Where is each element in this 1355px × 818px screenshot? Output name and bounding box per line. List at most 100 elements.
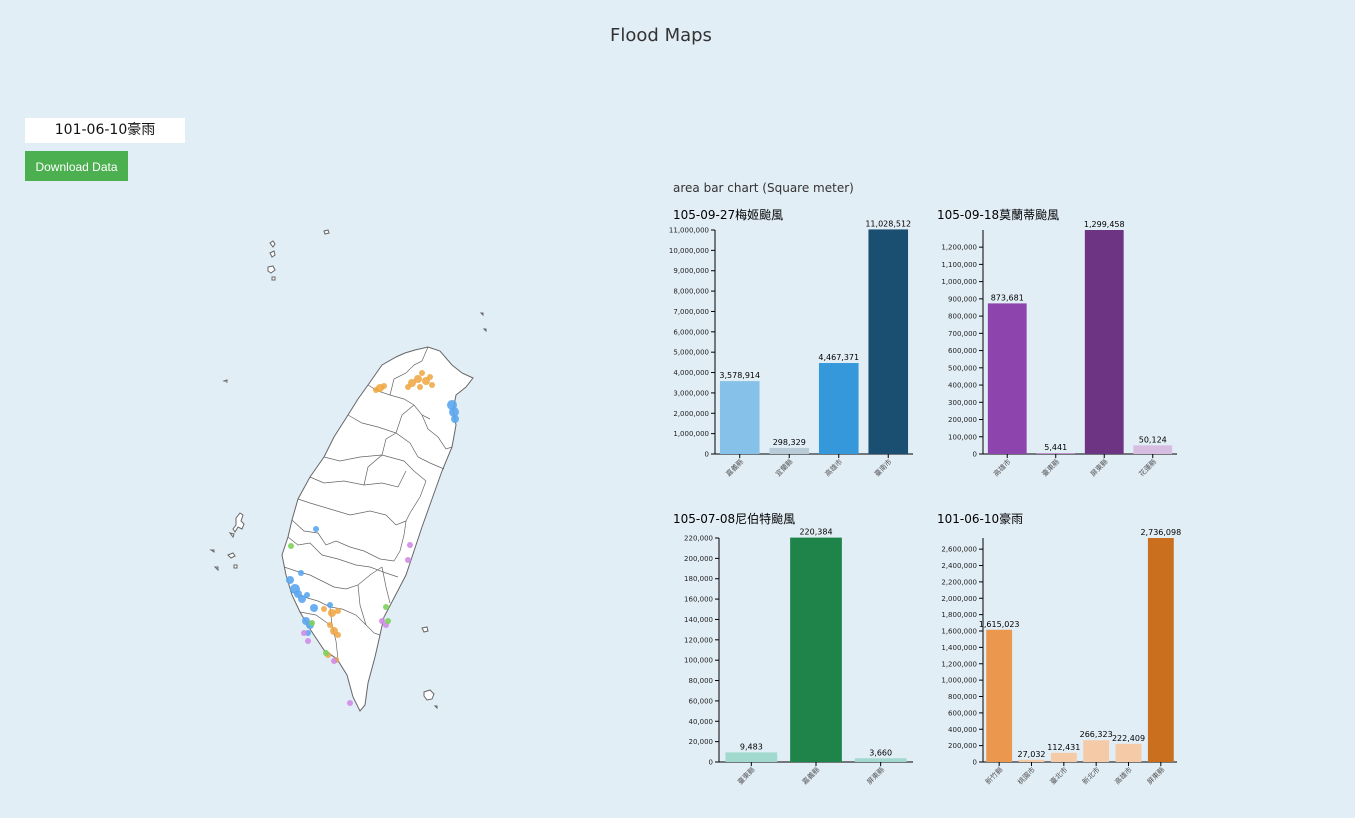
y-tick-label: 180,000 <box>684 575 713 583</box>
y-tick-label: 2,000,000 <box>941 595 977 603</box>
border <box>381 432 397 456</box>
flood-point <box>305 638 311 644</box>
bar-value-label: 873,681 <box>991 293 1024 302</box>
flood-point <box>414 375 422 383</box>
flood-point <box>419 370 425 376</box>
flood-point <box>405 384 411 390</box>
y-tick-label: 2,600,000 <box>941 546 977 554</box>
y-tick-label: 1,000,000 <box>941 278 977 286</box>
y-tick-label: 10,000,000 <box>669 247 709 255</box>
flood-point <box>323 650 329 656</box>
island-matsu <box>271 276 276 281</box>
flood-point <box>309 620 315 626</box>
y-tick-label: 6,000,000 <box>673 328 709 336</box>
border <box>347 414 445 470</box>
y-tick-label: 600,000 <box>948 709 977 717</box>
flood-point <box>383 604 389 610</box>
bar <box>790 537 842 762</box>
y-tick-label: 3,000,000 <box>673 389 709 397</box>
chart-svg: 0 100,000 200,000 300,000 400,000 500,000 600,… <box>941 220 1177 478</box>
x-tick-label: 桃園市 <box>1016 765 1037 786</box>
y-tick-label: 300,000 <box>948 399 977 407</box>
y-tick-label: 1,100,000 <box>941 261 977 269</box>
flood-points <box>286 370 459 706</box>
border <box>287 536 399 578</box>
y-tick-label: 1,000,000 <box>941 677 977 685</box>
y-tick-label: 100,000 <box>684 657 713 665</box>
bar-chart-meiji: 105-09-27梅姬颱風 0 1,000,000 2,000,000 3,000,0… <box>669 206 933 496</box>
y-tick-label: 140,000 <box>684 616 713 624</box>
bar-value-label: 27,032 <box>1018 750 1046 759</box>
border <box>395 404 415 434</box>
bar-value-label: 11,028,512 <box>865 219 911 228</box>
taiwan-mainland <box>281 346 474 712</box>
bar <box>1018 759 1045 762</box>
y-tick-label: 0 <box>705 451 709 459</box>
flood-point <box>310 604 318 612</box>
border <box>389 346 429 396</box>
border <box>363 454 383 486</box>
y-tick-label: 600,000 <box>948 347 977 355</box>
y-tick-label: 1,000,000 <box>673 430 709 438</box>
y-tick-label: 60,000 <box>689 697 714 705</box>
flood-point <box>298 595 306 603</box>
island-matsu <box>267 265 276 274</box>
bar-value-label: 3,578,914 <box>719 371 760 380</box>
x-tick-label: 高雄市 <box>823 457 844 478</box>
island-penghu <box>232 512 245 533</box>
y-tick-label: 2,400,000 <box>941 562 977 570</box>
island-orchid-island <box>423 689 435 701</box>
y-tick-label: 200,000 <box>948 742 977 750</box>
y-tick-label: 500,000 <box>948 364 977 372</box>
x-tick-label: 高雄市 <box>1113 765 1134 786</box>
border <box>405 480 427 522</box>
y-tick-label: 200,000 <box>684 555 713 563</box>
y-tick-label: 0 <box>709 759 713 767</box>
bar-value-label: 4,467,371 <box>818 353 859 362</box>
y-tick-label: 1,200,000 <box>941 244 977 252</box>
y-tick-label: 2,200,000 <box>941 578 977 586</box>
flood-point <box>379 618 385 624</box>
flood-point <box>373 387 379 393</box>
border <box>357 584 367 626</box>
bar-value-label: 298,329 <box>773 438 806 447</box>
bar-value-label: 5,441 <box>1044 443 1067 452</box>
bar-chart-nepartak: 105-07-08尼伯特颱風 0 20,000 40,000 60,000 80,000… <box>673 510 933 800</box>
y-tick-label: 1,800,000 <box>941 611 977 619</box>
flood-point <box>328 609 336 617</box>
border <box>381 566 391 604</box>
bar <box>1147 538 1174 762</box>
y-tick-label: 2,000,000 <box>673 410 709 418</box>
island-penghu <box>213 566 219 572</box>
x-tick-label: 臺北市 <box>1048 765 1069 786</box>
chart-svg: 0 20,000 40,000 60,000 80,000 100,000 120,000 1… <box>684 528 913 786</box>
bar <box>1133 445 1173 454</box>
island-penghu <box>209 549 215 553</box>
bar <box>986 629 1013 762</box>
flood-point <box>286 576 294 584</box>
flood-point <box>335 632 341 638</box>
x-tick-label: 新竹縣 <box>983 765 1004 786</box>
flood-point <box>429 382 435 388</box>
download-data-button[interactable]: Download Data <box>25 151 128 181</box>
y-tick-label: 7,000,000 <box>673 308 709 316</box>
y-tick-label: 1,600,000 <box>941 628 977 636</box>
bar <box>868 229 909 454</box>
bar <box>1036 453 1076 454</box>
flood-point <box>451 415 459 423</box>
flood-point <box>327 622 333 628</box>
y-tick-label: 200,000 <box>948 416 977 424</box>
y-tick-label: 0 <box>973 759 977 767</box>
event-select[interactable]: 101-06-10豪雨 <box>25 118 185 143</box>
x-tick-label: 屏東縣 <box>1088 457 1109 478</box>
flood-point <box>321 606 327 612</box>
flood-point <box>327 602 333 608</box>
chart-svg: 0 200,000 400,000 600,000 800,000 1,000,000 1,… <box>941 528 1181 786</box>
taiwan-flood-map[interactable] <box>200 215 500 725</box>
y-tick-label: 0 <box>973 451 977 459</box>
island-matsu <box>323 229 330 235</box>
charts-heading: area bar chart (Square meter) <box>673 181 854 195</box>
x-tick-label: 臺南市 <box>872 457 893 478</box>
border <box>393 520 407 562</box>
border <box>297 498 407 526</box>
